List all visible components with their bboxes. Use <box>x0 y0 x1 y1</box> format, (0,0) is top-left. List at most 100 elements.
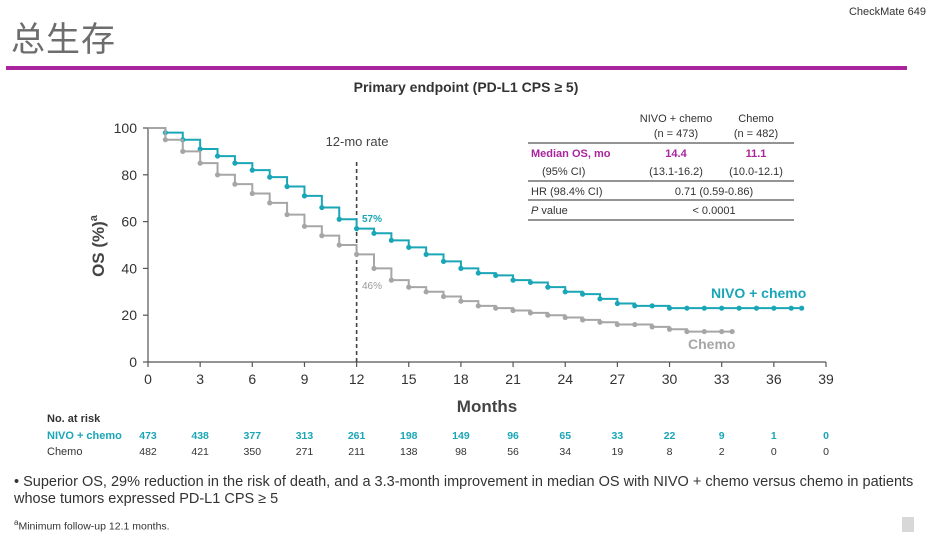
censor-mark <box>527 310 534 316</box>
slide-title: 总生存 <box>11 20 116 60</box>
censor-mark <box>249 190 255 197</box>
table-ci-label: (95% CI) <box>542 166 585 178</box>
at-risk-value: 138 <box>400 446 418 458</box>
censor-mark <box>580 317 586 323</box>
censor-mark <box>475 303 481 309</box>
at-risk-value: 8 <box>667 446 673 458</box>
x-tick-label: 21 <box>505 371 521 387</box>
censor-mark <box>336 216 342 222</box>
x-tick-label: 6 <box>248 371 256 387</box>
censor-mark <box>388 277 394 283</box>
censor-mark <box>545 312 551 318</box>
at-risk-value: 56 <box>507 446 519 458</box>
landmark-label: 12-mo rate <box>326 134 389 149</box>
at-risk-value: 482 <box>139 446 157 458</box>
at-risk-value: 9 <box>719 430 725 442</box>
x-tick-label: 24 <box>557 371 573 387</box>
bullet-text: Superior OS, 29% reduction in the risk o… <box>14 474 914 507</box>
x-tick-label: 33 <box>714 371 730 387</box>
censor-mark <box>666 326 673 332</box>
table-p-label: P value <box>531 205 568 217</box>
chart-title: Primary endpoint (PD-L1 CPS ≥ 5) <box>353 79 579 95</box>
trial-name: CheckMate 649 <box>848 6 926 18</box>
censor-mark <box>214 153 221 159</box>
at-risk-value: 198 <box>400 430 418 442</box>
censor-mark <box>267 174 273 180</box>
x-tick-label: 9 <box>301 371 309 387</box>
footnote-marker: a <box>14 518 19 527</box>
at-risk-value: 34 <box>559 446 571 458</box>
at-risk-value: 33 <box>612 430 624 442</box>
censor-mark <box>736 305 742 311</box>
at-risk-title: No. at risk <box>47 413 101 425</box>
censor-mark <box>336 242 342 248</box>
censor-mark <box>545 284 551 290</box>
table-col1-header-2: (n = 473) <box>654 128 698 140</box>
at-risk-value: 149 <box>452 430 470 442</box>
stats-table: NIVO + chemo (n = 473) Chemo (n = 482) M… <box>528 113 794 221</box>
footnote-text: Minimum follow-up 12.1 months. <box>18 520 170 533</box>
censor-mark <box>458 298 464 304</box>
censor-mark <box>753 305 760 311</box>
corner-mark <box>902 517 914 532</box>
censor-mark <box>719 328 725 335</box>
at-risk-value: 438 <box>191 430 209 442</box>
table-col2-header-2: (n = 482) <box>734 128 778 140</box>
censor-mark <box>527 279 534 286</box>
censor-mark <box>319 233 325 239</box>
censor-mark <box>799 305 805 311</box>
censor-mark <box>701 328 707 335</box>
censor-mark <box>562 289 568 295</box>
at-risk-label-nivo: NIVO + chemo <box>47 430 122 442</box>
censor-mark <box>371 265 377 271</box>
at-risk-value: 350 <box>244 446 262 458</box>
censor-mark <box>649 324 655 330</box>
y-tick-label: 60 <box>121 214 137 230</box>
censor-mark <box>197 160 203 166</box>
table-col1-header-1: NIVO + chemo <box>640 113 712 125</box>
censor-mark <box>423 251 429 257</box>
table-col2-header-1: Chemo <box>738 113 773 125</box>
table-ci-chemo: (10.0-12.1) <box>729 166 783 178</box>
x-tick-label: 12 <box>349 371 365 387</box>
chemo-12mo-rate: 46% <box>362 281 382 292</box>
summary-bullet: • Superior OS, 29% reduction in the risk… <box>14 474 914 508</box>
at-risk-value: 313 <box>296 430 314 442</box>
at-risk-value: 0 <box>771 446 777 458</box>
y-tick-label: 40 <box>121 260 137 276</box>
at-risk-value: 2 <box>719 446 725 458</box>
x-axis-label: Months <box>457 397 517 416</box>
x-tick-label: 18 <box>453 371 469 387</box>
censor-mark <box>597 296 603 302</box>
bullet-marker: • <box>14 474 24 490</box>
censor-mark <box>162 137 168 143</box>
censor-mark <box>562 314 568 321</box>
y-tick-label: 20 <box>121 307 137 323</box>
at-risk-label-chemo: Chemo <box>47 446 82 458</box>
at-risk-value: 211 <box>348 446 365 458</box>
censor-mark <box>319 204 325 211</box>
at-risk-value: 473 <box>139 430 157 442</box>
at-risk-value: 271 <box>296 446 314 458</box>
y-tick-label: 100 <box>114 120 138 136</box>
censor-mark <box>388 237 394 243</box>
censor-mark <box>493 272 499 279</box>
censor-mark <box>214 172 221 178</box>
censor-mark <box>597 319 603 325</box>
censor-mark <box>684 328 690 335</box>
nivo-12mo-rate: 57% <box>362 214 382 225</box>
censor-mark <box>475 270 481 276</box>
censor-mark <box>197 146 203 152</box>
censor-mark <box>440 293 447 300</box>
censor-mark <box>267 200 273 206</box>
table-hr-label: HR (98.4% CI) <box>531 186 603 198</box>
censor-mark <box>649 303 655 309</box>
censor-mark <box>510 277 516 283</box>
censor-mark <box>440 258 447 264</box>
censor-mark <box>493 305 499 311</box>
censor-mark <box>354 251 360 257</box>
title-divider <box>6 66 907 70</box>
chemo-curve-label: Chemo <box>688 336 735 352</box>
